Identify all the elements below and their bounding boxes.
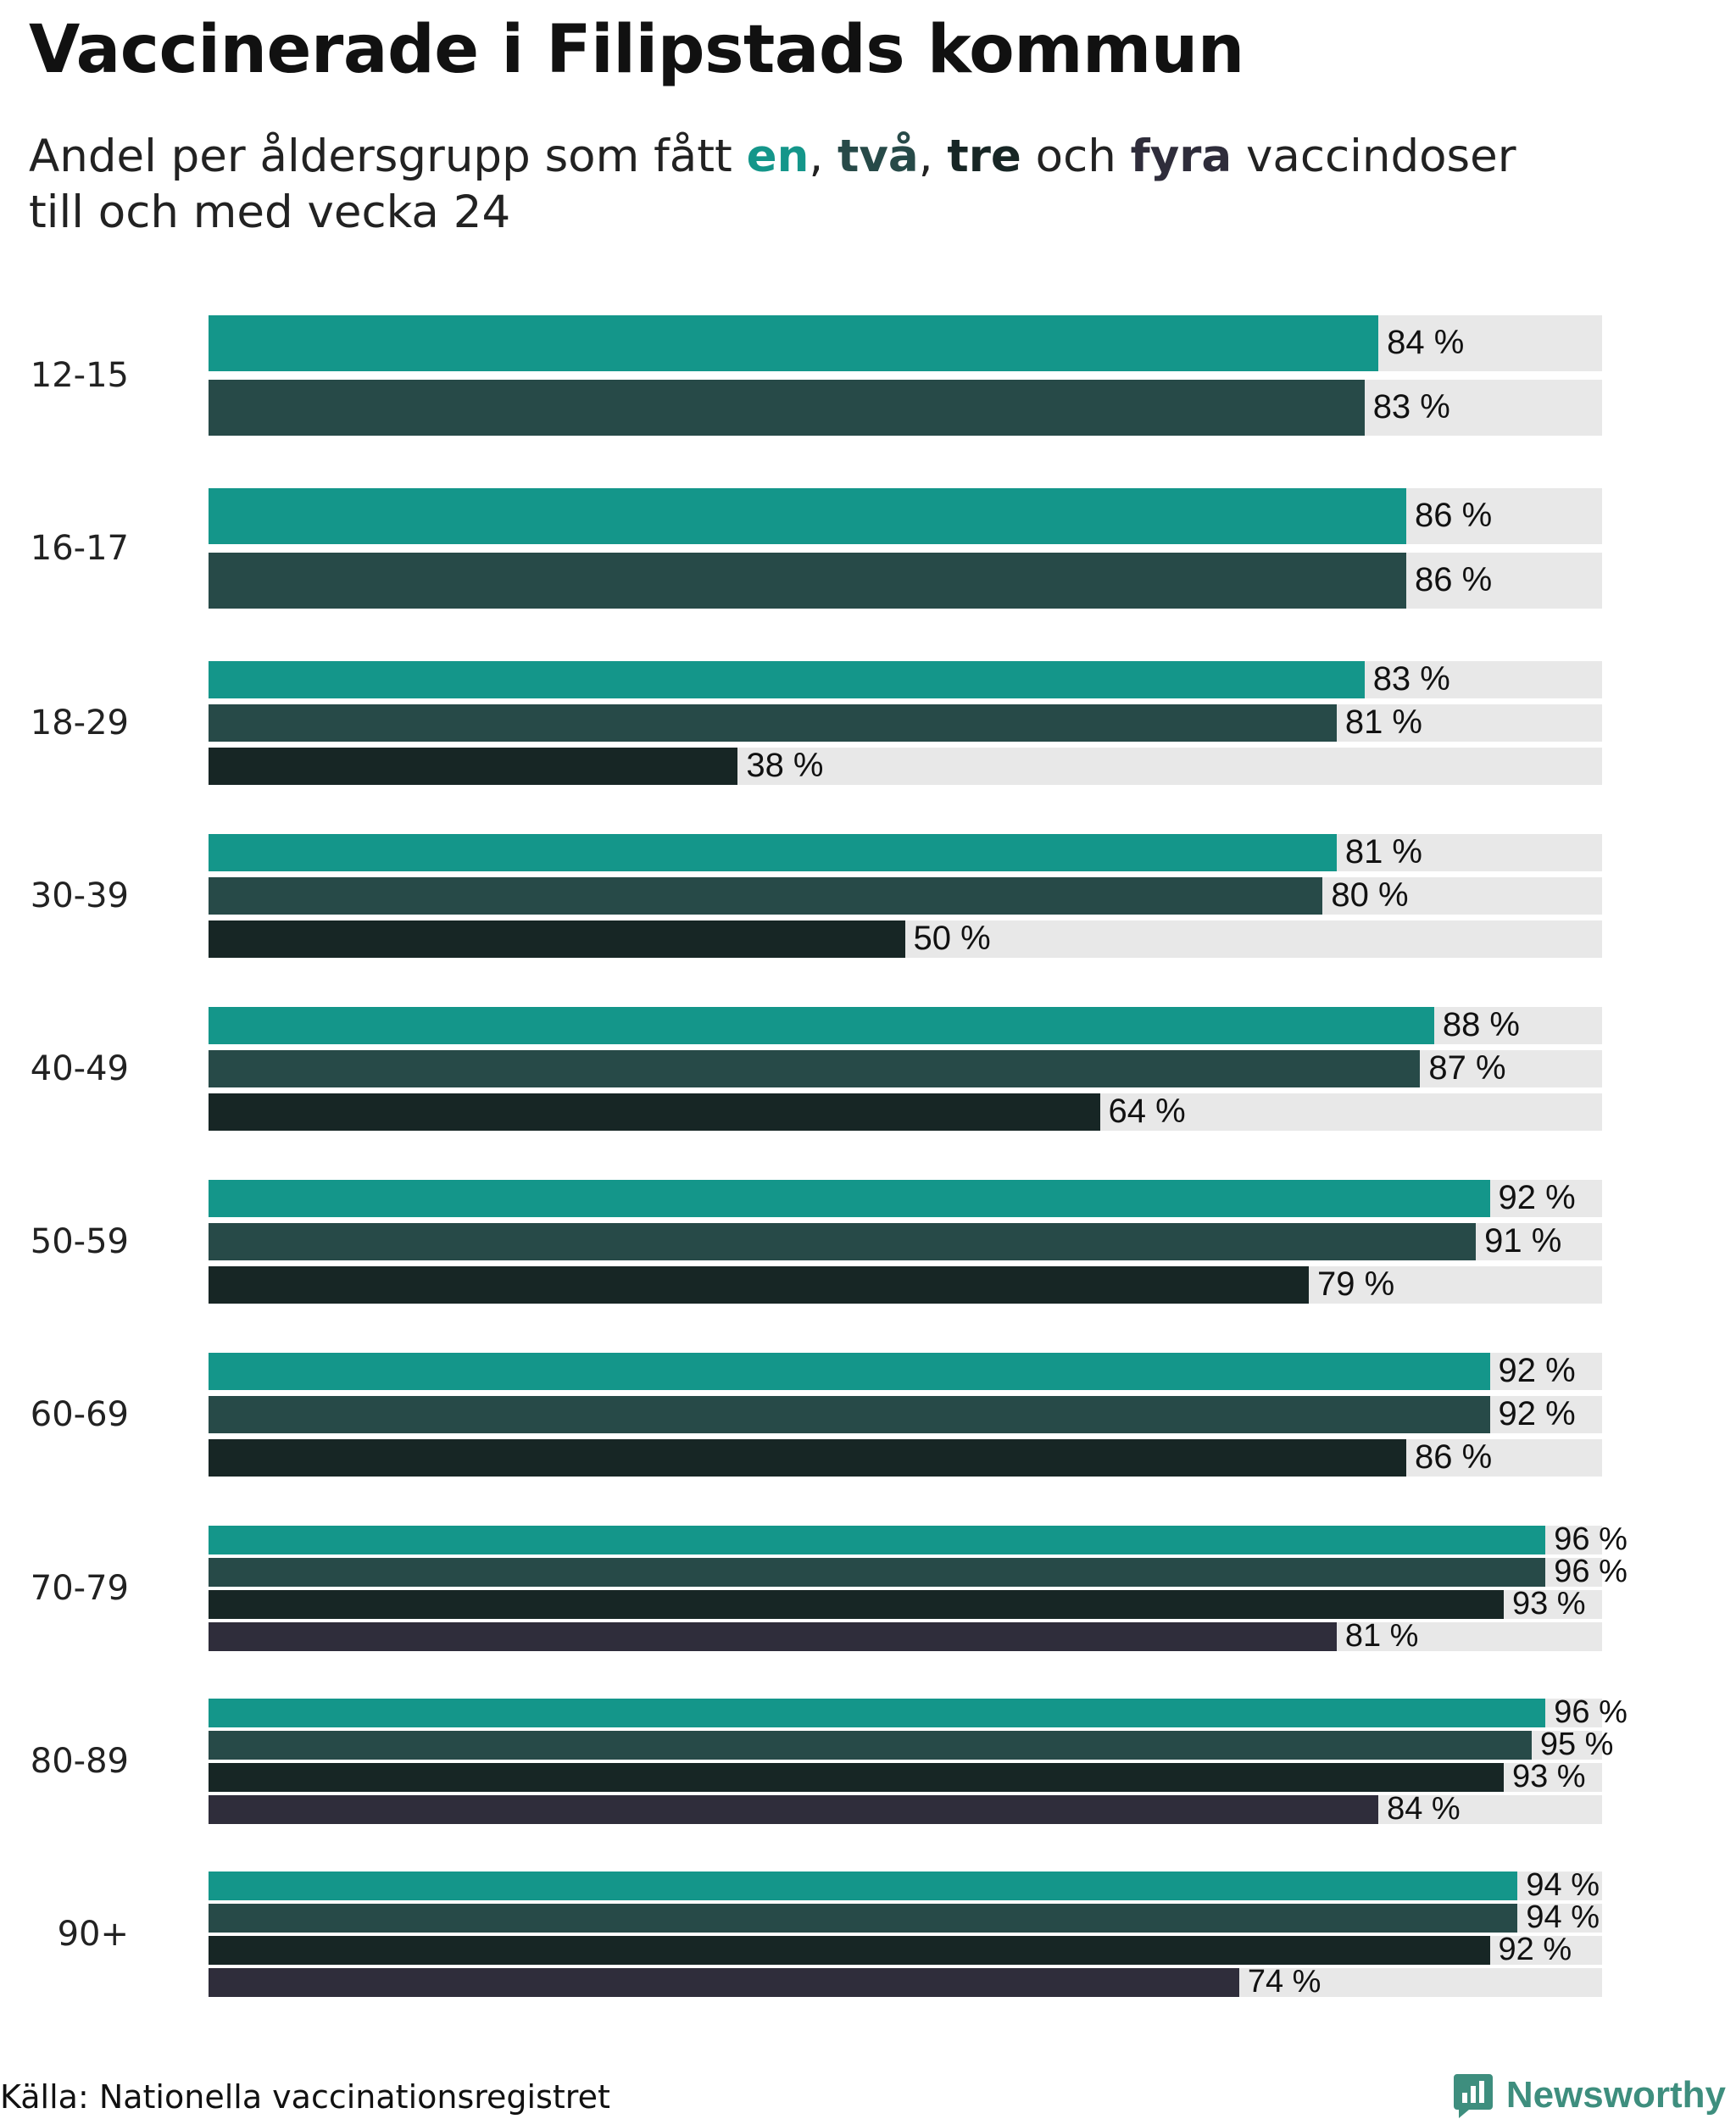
data-label: 92 % <box>1498 1931 1572 1967</box>
subtitle-prefix: Andel per åldersgrupp som fått <box>29 131 747 182</box>
bar-en-60-69 <box>209 1353 1490 1390</box>
bar-två-18-29 <box>209 704 1337 742</box>
bar-tre-40-49 <box>209 1093 1100 1131</box>
data-label: 81 % <box>1344 832 1422 870</box>
category-label: 12-15 <box>30 356 129 395</box>
data-label: 81 % <box>1344 703 1422 741</box>
bar-två-50-59 <box>209 1223 1477 1260</box>
bar-två-90+ <box>209 1904 1518 1933</box>
category-label: 16-17 <box>30 529 129 568</box>
data-label: 50 % <box>913 919 991 957</box>
data-label: 86 % <box>1414 560 1493 598</box>
subtitle-sep-1: , <box>809 131 838 182</box>
bar-två-40-49 <box>209 1050 1421 1087</box>
legend-dose-2: två <box>837 131 919 182</box>
subtitle-sep-3: och <box>1021 131 1131 182</box>
bar-tre-70-79 <box>209 1590 1504 1619</box>
bar-två-12-15 <box>209 380 1365 436</box>
chart-subtitle: Andel per åldersgrupp som fått en, två, … <box>29 129 1639 241</box>
data-label: 81 % <box>1344 1617 1419 1654</box>
bar-tre-50-59 <box>209 1266 1309 1304</box>
subtitle-sep-2: , <box>918 131 948 182</box>
data-label: 79 % <box>1316 1265 1395 1303</box>
data-label: 64 % <box>1108 1092 1186 1130</box>
bar-en-80-89 <box>209 1699 1546 1727</box>
data-label: 96 % <box>1554 1521 1628 1557</box>
data-label: 96 % <box>1554 1694 1628 1730</box>
legend-dose-3: tre <box>947 131 1021 182</box>
bar-två-80-89 <box>209 1731 1532 1760</box>
bar-tre-80-89 <box>209 1763 1504 1792</box>
data-label: 38 % <box>746 746 824 784</box>
category-label: 60-69 <box>30 1395 129 1434</box>
category-label: 30-39 <box>30 876 129 915</box>
bar-två-70-79 <box>209 1558 1546 1587</box>
bar-fyra-90+ <box>209 1968 1239 1997</box>
subtitle-suffix: vaccindoser <box>1232 131 1516 182</box>
data-label: 86 % <box>1414 496 1493 534</box>
category-label: 80-89 <box>30 1742 129 1781</box>
data-label: 92 % <box>1498 1394 1576 1432</box>
data-label: 93 % <box>1511 1585 1586 1621</box>
data-label: 95 % <box>1539 1726 1614 1762</box>
bar-tre-60-69 <box>209 1439 1406 1477</box>
data-label: 96 % <box>1554 1553 1628 1589</box>
data-label: 91 % <box>1484 1221 1562 1260</box>
category-label: 90+ <box>57 1915 129 1954</box>
data-label: 84 % <box>1387 1790 1461 1827</box>
bar-en-12-15 <box>209 315 1379 371</box>
data-label: 83 % <box>1372 387 1450 425</box>
data-label: 92 % <box>1498 1178 1576 1216</box>
bar-två-60-69 <box>209 1396 1490 1433</box>
bar-en-50-59 <box>209 1180 1490 1217</box>
data-label: 86 % <box>1414 1438 1493 1476</box>
data-label: 87 % <box>1428 1048 1506 1087</box>
data-label: 88 % <box>1442 1005 1520 1043</box>
bar-en-18-29 <box>209 661 1365 698</box>
bar-en-90+ <box>209 1872 1518 1900</box>
bar-en-16-17 <box>209 488 1406 544</box>
category-label: 50-59 <box>30 1222 129 1261</box>
category-label: 18-29 <box>30 704 129 742</box>
newsworthy-logo-text: Newsworthy <box>1505 2074 1726 2116</box>
newsworthy-logo: Newsworthy <box>1452 2072 1726 2119</box>
bar-en-70-79 <box>209 1526 1546 1554</box>
source-note: Källa: Nationella vaccinationsregistret <box>0 2078 610 2116</box>
data-label: 83 % <box>1372 659 1450 698</box>
category-label: 40-49 <box>30 1049 129 1088</box>
data-label: 80 % <box>1331 876 1409 914</box>
bar-en-30-39 <box>209 834 1337 871</box>
data-label: 84 % <box>1387 323 1465 361</box>
bar-tre-30-39 <box>209 920 905 958</box>
data-label: 94 % <box>1526 1866 1600 1903</box>
bar-tre-18-29 <box>209 748 738 785</box>
legend-dose-4: fyra <box>1130 131 1232 182</box>
data-label: 92 % <box>1498 1351 1576 1389</box>
bar-två-30-39 <box>209 877 1323 915</box>
bar-en-40-49 <box>209 1007 1434 1044</box>
bar-tre-90+ <box>209 1936 1490 1965</box>
data-label: 74 % <box>1247 1963 1321 1999</box>
category-label: 70-79 <box>30 1569 129 1608</box>
bar-fyra-80-89 <box>209 1795 1379 1824</box>
data-label: 94 % <box>1526 1899 1600 1935</box>
bar-två-16-17 <box>209 553 1406 609</box>
legend-dose-1: en <box>746 131 810 182</box>
data-label: 93 % <box>1511 1758 1586 1794</box>
subtitle-line-2: till och med vecka 24 <box>29 186 511 238</box>
newsworthy-logo-icon <box>1453 2074 1493 2118</box>
chart-title: Vaccinerade i Filipstads kommun <box>29 12 1244 88</box>
bar-fyra-70-79 <box>209 1622 1337 1651</box>
